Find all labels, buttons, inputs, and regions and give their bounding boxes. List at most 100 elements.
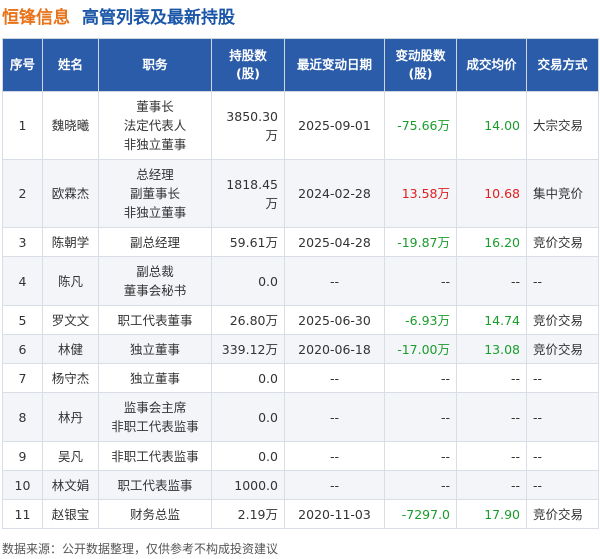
position-title: 职工代表监事: [117, 477, 193, 493]
executive-positions: 副总经理: [98, 227, 212, 257]
table-row: 9 吴凡 非职工代表监事 0.0 -- -- -- --: [2, 441, 599, 471]
position-title: 副董事长: [129, 186, 180, 201]
table-row: 7 杨守杰 独立董事 0.0 -- -- -- --: [2, 363, 599, 393]
share-count: 0.0: [211, 441, 285, 471]
change-shares: -6.93万: [384, 305, 457, 335]
share-count: 1000.0: [211, 470, 285, 500]
executive-name: 陈凡: [42, 256, 99, 306]
change-shares: -7297.0: [384, 499, 457, 529]
col-change-shares-header: 变动股数 (股): [384, 38, 457, 92]
average-price: 10.68: [456, 159, 527, 228]
share-count: 339.12万: [211, 334, 285, 364]
share-count: 3850.30万: [211, 91, 285, 160]
share-count: 1818.45万: [211, 159, 285, 228]
row-index: 10: [2, 470, 43, 500]
average-price: 16.20: [456, 227, 527, 257]
page-title-bar: 恒锋信息 高管列表及最新持股: [0, 0, 600, 30]
change-date: --: [284, 441, 385, 471]
row-index: 7: [2, 363, 43, 393]
change-shares: -19.87万: [384, 227, 457, 257]
executive-positions: 职工代表董事: [98, 305, 212, 335]
position-title: 非独立董事: [123, 137, 187, 152]
executive-positions: 独立董事: [98, 334, 212, 364]
position-title: 职工代表董事: [117, 312, 193, 328]
data-source-note: 数据来源：公开数据整理，仅供参考不构成投资建议: [2, 542, 279, 556]
change-date: --: [284, 256, 385, 306]
change-shares: --: [384, 470, 457, 500]
row-index: 1: [2, 91, 43, 160]
col-avg-price-header: 成交均价: [456, 38, 527, 92]
change-date: 2025-04-28: [284, 227, 385, 257]
executive-name: 林丹: [42, 392, 99, 442]
trade-mode: --: [526, 256, 599, 306]
table-row: 4 陈凡 副总裁 董事会秘书 0.0 -- -- -- --: [2, 256, 599, 306]
company-name: 恒锋信息: [2, 7, 70, 28]
page-title: 高管列表及最新持股: [82, 7, 235, 28]
table-row: 10 林文娟 职工代表监事 1000.0 -- -- -- --: [2, 470, 599, 500]
col-name-header: 姓名: [42, 38, 99, 92]
table-row: 3 陈朝学 副总经理 59.61万 2025-04-28 -19.87万 16.20 竞价交易: [2, 227, 599, 257]
average-price: 13.08: [456, 334, 527, 364]
position-title: 董事会秘书: [123, 283, 187, 298]
trade-mode: 竞价交易: [526, 227, 599, 257]
executive-name: 罗文文: [42, 305, 99, 335]
change-shares: --: [384, 256, 457, 306]
change-shares: -17.00万: [384, 334, 457, 364]
trade-mode: --: [526, 441, 599, 471]
table-row: 1 魏晓曦 董事长 法定代表人 非独立董事 3850.30万 2025-09-01 -75.6…: [2, 91, 599, 160]
executive-positions: 副总裁 董事会秘书: [98, 256, 212, 306]
row-index: 6: [2, 334, 43, 364]
col-index-header: 序号: [2, 38, 43, 92]
change-date: 2025-09-01: [284, 91, 385, 160]
row-index: 5: [2, 305, 43, 335]
position-title: 财务总监: [129, 506, 180, 522]
executive-positions: 独立董事: [98, 363, 212, 393]
table-body: 1 魏晓曦 董事长 法定代表人 非独立董事 3850.30万 2025-09-01 -75.6…: [2, 91, 599, 529]
share-count: 0.0: [211, 363, 285, 393]
trade-mode: 竞价交易: [526, 499, 599, 529]
position-title: 董事长: [136, 99, 174, 114]
col-shares-header: 持股数 (股): [211, 38, 285, 92]
position-title: 非职工代表监事: [111, 419, 199, 434]
trade-mode: --: [526, 470, 599, 500]
executive-name: 欧霖杰: [42, 159, 99, 228]
change-date: 2020-06-18: [284, 334, 385, 364]
average-price: --: [456, 256, 527, 306]
table-header-row: 序号 姓名 职务 持股数 (股) 最近变动日期 变动股数 (股) 成交均价 交易方式: [2, 38, 599, 92]
share-count: 26.80万: [211, 305, 285, 335]
share-count: 2.19万: [211, 499, 285, 529]
average-price: 14.00: [456, 91, 527, 160]
executive-name: 林文娟: [42, 470, 99, 500]
trade-mode: 竞价交易: [526, 305, 599, 335]
change-shares: -75.66万: [384, 91, 457, 160]
position-title: 总经理: [136, 167, 174, 182]
executive-positions: 财务总监: [98, 499, 212, 529]
executive-name: 吴凡: [42, 441, 99, 471]
change-date: --: [284, 363, 385, 393]
row-index: 11: [2, 499, 43, 529]
executive-name: 杨守杰: [42, 363, 99, 393]
average-price: 14.74: [456, 305, 527, 335]
average-price: 17.90: [456, 499, 527, 529]
executive-name: 赵银宝: [42, 499, 99, 529]
row-index: 9: [2, 441, 43, 471]
change-date: 2020-11-03: [284, 499, 385, 529]
average-price: --: [456, 441, 527, 471]
average-price: --: [456, 470, 527, 500]
average-price: --: [456, 363, 527, 393]
table-row: 8 林丹 监事会主席 非职工代表监事 0.0 -- -- -- --: [2, 392, 599, 442]
row-index: 8: [2, 392, 43, 442]
change-date: --: [284, 470, 385, 500]
position-title: 独立董事: [129, 370, 180, 386]
row-index: 2: [2, 159, 43, 228]
position-title: 副总裁: [136, 264, 174, 279]
trade-mode: 集中竞价: [526, 159, 599, 228]
executive-name: 陈朝学: [42, 227, 99, 257]
position-title: 非职工代表监事: [111, 448, 199, 464]
change-date: --: [284, 392, 385, 442]
position-title: 法定代表人: [123, 118, 187, 133]
share-count: 59.61万: [211, 227, 285, 257]
col-trade-mode-header: 交易方式: [526, 38, 599, 92]
average-price: --: [456, 392, 527, 442]
change-shares: --: [384, 363, 457, 393]
